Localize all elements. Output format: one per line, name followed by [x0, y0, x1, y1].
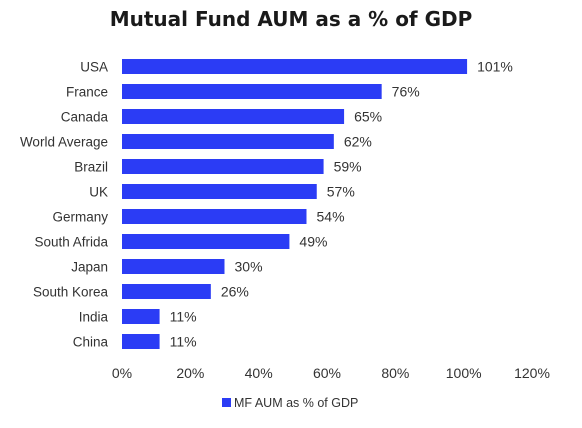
- x-tick-label: 20%: [176, 365, 204, 381]
- data-label: 76%: [392, 84, 420, 100]
- category-label: Brazil: [74, 160, 108, 175]
- data-label: 26%: [221, 284, 249, 300]
- category-label: Japan: [71, 260, 108, 275]
- bar: [122, 234, 290, 249]
- category-label: Germany: [52, 210, 108, 225]
- x-tick-label: 80%: [381, 365, 409, 381]
- category-label: South Korea: [33, 285, 109, 300]
- data-label: 101%: [477, 59, 513, 75]
- bar: [122, 259, 225, 274]
- data-label: 59%: [334, 159, 362, 175]
- category-label: France: [66, 85, 108, 100]
- bar: [122, 134, 334, 149]
- x-tick-label: 60%: [313, 365, 341, 381]
- bar: [122, 109, 345, 124]
- category-label: India: [79, 310, 109, 325]
- bar: [122, 159, 324, 174]
- chart-title: Mutual Fund AUM as a % of GDP: [110, 7, 473, 31]
- data-label: 54%: [317, 209, 345, 225]
- category-label: China: [73, 335, 109, 350]
- x-tick-label: 120%: [514, 365, 550, 381]
- bar: [122, 59, 468, 74]
- bar: [122, 309, 160, 324]
- category-label: Canada: [61, 110, 109, 125]
- data-label: 62%: [344, 134, 372, 150]
- data-label: 49%: [299, 234, 327, 250]
- category-label: USA: [80, 60, 108, 75]
- bar: [122, 334, 160, 349]
- x-tick-label: 100%: [446, 365, 482, 381]
- bar: [122, 184, 317, 199]
- data-label: 30%: [235, 259, 263, 275]
- data-label: 11%: [170, 334, 197, 350]
- category-label: World Average: [20, 135, 108, 150]
- x-tick-label: 0%: [112, 365, 132, 381]
- x-tick-label: 40%: [245, 365, 273, 381]
- legend-swatch: [222, 398, 231, 407]
- legend-label: MF AUM as % of GDP: [234, 396, 358, 410]
- bar: [122, 209, 307, 224]
- data-label: 65%: [354, 109, 382, 125]
- data-labels: 101% 76% 65% 62% 59% 57% 54% 49% 30% 26% 11% 11%: [170, 59, 513, 350]
- category-label: South Afrida: [34, 235, 108, 250]
- x-axis-ticks: 0% 20% 40% 60% 80% 100% 120%: [112, 365, 550, 381]
- bar: [122, 284, 211, 299]
- data-label: 57%: [327, 184, 355, 200]
- legend: MF AUM as % of GDP: [222, 396, 358, 410]
- data-label: 11%: [170, 309, 197, 325]
- category-label: UK: [89, 185, 108, 200]
- bar: [122, 84, 382, 99]
- category-labels: USA France Canada World Average Brazil UK Germ…: [20, 60, 109, 350]
- bars-group: [122, 59, 468, 349]
